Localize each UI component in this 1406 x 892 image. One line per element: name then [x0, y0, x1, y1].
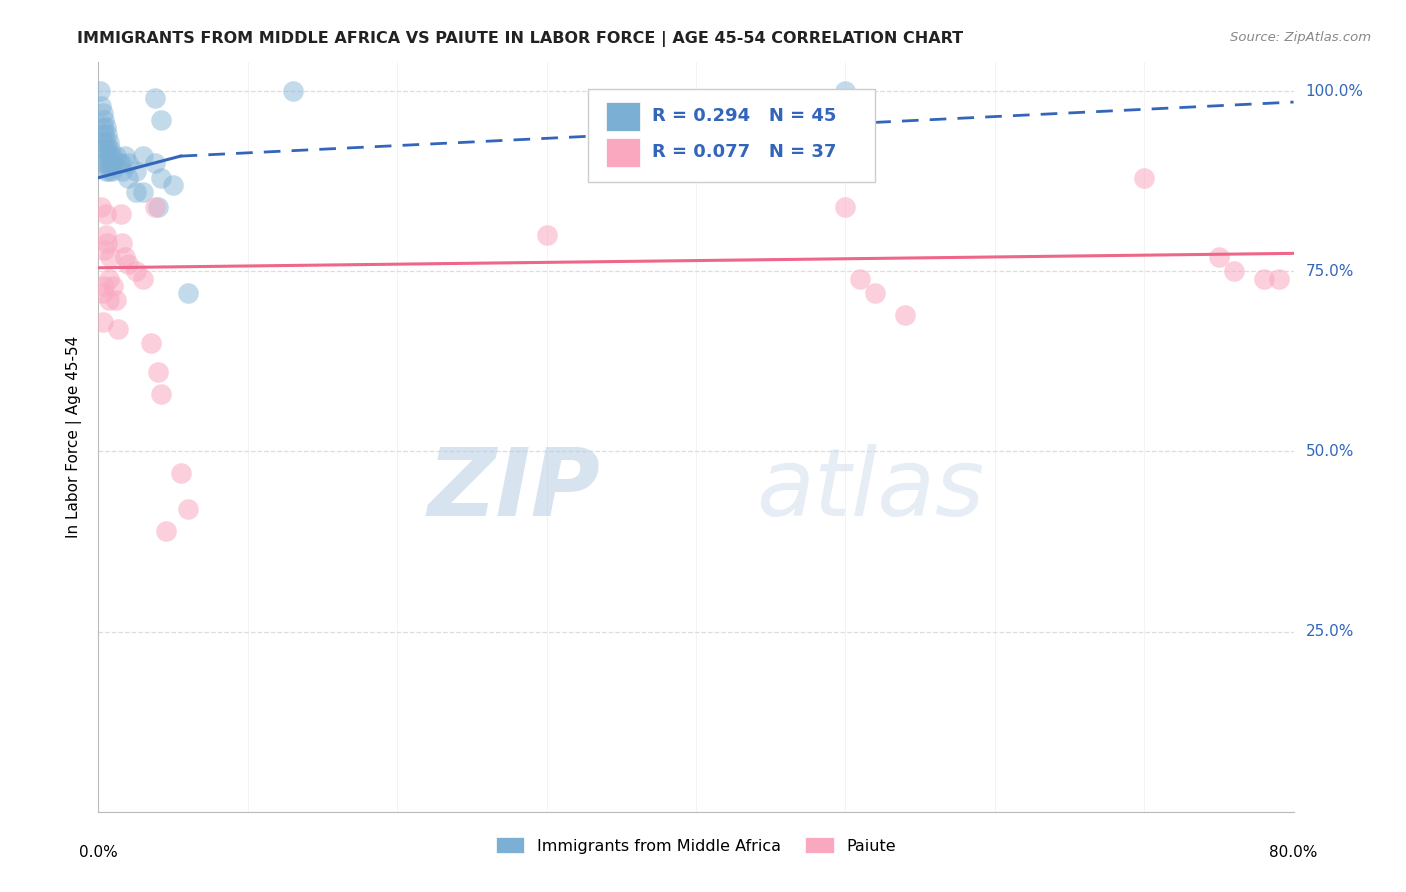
Point — [93, 113, 115, 128]
Point — [97, 135, 120, 149]
Text: ZIP: ZIP — [427, 443, 600, 535]
Point — [94, 207, 117, 221]
Point — [97, 163, 120, 178]
Point — [114, 149, 136, 163]
Point — [143, 91, 166, 105]
Point — [105, 149, 128, 163]
FancyBboxPatch shape — [589, 88, 876, 182]
Point — [132, 149, 155, 163]
Point — [114, 250, 136, 264]
Point — [110, 207, 132, 221]
Point — [110, 156, 132, 170]
Y-axis label: In Labor Force | Age 45-54: In Labor Force | Age 45-54 — [66, 336, 83, 538]
Point — [90, 98, 112, 112]
Text: 80.0%: 80.0% — [1270, 846, 1317, 861]
Point — [132, 271, 155, 285]
Point — [177, 285, 200, 300]
Point — [94, 149, 117, 163]
Point — [93, 243, 115, 257]
Text: R = 0.077   N = 37: R = 0.077 N = 37 — [652, 144, 837, 161]
Point — [91, 135, 114, 149]
Point — [96, 128, 118, 142]
Point — [94, 163, 117, 178]
Point — [281, 84, 304, 98]
FancyBboxPatch shape — [606, 138, 640, 167]
Point — [91, 315, 114, 329]
Point — [94, 135, 117, 149]
Point — [103, 278, 125, 293]
Point — [143, 156, 166, 170]
Point — [90, 200, 112, 214]
Text: 0.0%: 0.0% — [79, 846, 118, 861]
Point — [139, 336, 162, 351]
Point — [148, 365, 170, 379]
Point — [94, 120, 117, 135]
Point — [150, 113, 173, 128]
Point — [117, 257, 139, 271]
Text: 25.0%: 25.0% — [1306, 624, 1354, 639]
Point — [111, 163, 134, 178]
Point — [143, 200, 166, 214]
Point — [169, 466, 191, 480]
Point — [103, 156, 125, 170]
Text: Source: ZipAtlas.com: Source: ZipAtlas.com — [1230, 31, 1371, 45]
FancyBboxPatch shape — [606, 103, 640, 130]
Point — [101, 149, 124, 163]
Point — [1133, 170, 1156, 185]
Point — [96, 235, 118, 250]
Point — [93, 278, 115, 293]
Text: IMMIGRANTS FROM MIDDLE AFRICA VS PAIUTE IN LABOR FORCE | AGE 45-54 CORRELATION C: IMMIGRANTS FROM MIDDLE AFRICA VS PAIUTE … — [77, 31, 963, 47]
Point — [97, 293, 120, 308]
Point — [117, 156, 139, 170]
Point — [98, 142, 122, 156]
Point — [97, 149, 120, 163]
Point — [536, 228, 558, 243]
Point — [125, 163, 148, 178]
Point — [91, 120, 114, 135]
Point — [117, 170, 139, 185]
Point — [105, 293, 128, 308]
Point — [1223, 264, 1246, 278]
Point — [865, 285, 887, 300]
Point — [96, 142, 118, 156]
Point — [91, 106, 114, 120]
Text: 75.0%: 75.0% — [1306, 264, 1354, 279]
Text: 100.0%: 100.0% — [1306, 84, 1364, 99]
Point — [849, 271, 872, 285]
Point — [162, 178, 184, 192]
Point — [177, 502, 200, 516]
Point — [89, 84, 111, 98]
Point — [834, 84, 856, 98]
Point — [125, 185, 148, 199]
Point — [834, 200, 856, 214]
Point — [150, 387, 173, 401]
Point — [111, 235, 134, 250]
Point — [148, 200, 170, 214]
Text: atlas: atlas — [756, 444, 984, 535]
Point — [125, 264, 148, 278]
Point — [1208, 250, 1230, 264]
Point — [108, 156, 131, 170]
Point — [1267, 271, 1289, 285]
Point — [107, 322, 129, 336]
Point — [894, 308, 917, 322]
Text: R = 0.294   N = 45: R = 0.294 N = 45 — [652, 107, 837, 126]
Point — [93, 156, 115, 170]
Point — [98, 156, 122, 170]
Point — [98, 250, 122, 264]
Point — [842, 156, 865, 170]
Point — [91, 285, 114, 300]
Point — [96, 156, 118, 170]
Point — [132, 185, 155, 199]
Point — [97, 271, 120, 285]
Point — [94, 228, 117, 243]
Point — [1253, 271, 1275, 285]
Point — [93, 128, 115, 142]
Point — [155, 524, 177, 538]
Point — [101, 163, 124, 178]
Text: 50.0%: 50.0% — [1306, 444, 1354, 459]
Point — [150, 170, 173, 185]
Point — [93, 142, 115, 156]
Legend: Immigrants from Middle Africa, Paiute: Immigrants from Middle Africa, Paiute — [489, 830, 903, 860]
